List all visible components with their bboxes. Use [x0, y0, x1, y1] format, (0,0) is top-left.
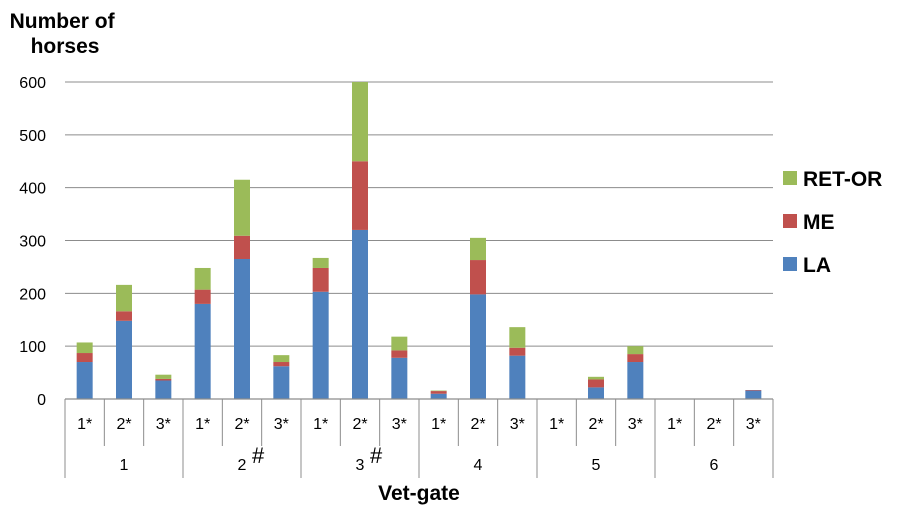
bar-me [745, 390, 762, 391]
bar-me [116, 311, 132, 321]
bar-ret-or [352, 82, 368, 162]
bar-la [155, 380, 172, 399]
bar-la [116, 320, 132, 399]
bar-me [430, 391, 447, 394]
bar-ret-or [312, 257, 329, 268]
legend-swatch [783, 214, 797, 228]
bar-ret-or [391, 336, 408, 351]
x-category-label: 2* [588, 416, 603, 433]
bar-me [194, 289, 211, 304]
x-category-label: 3* [628, 416, 643, 433]
bar-ret-or [430, 390, 447, 392]
bar-la [76, 362, 93, 399]
x-category-label: 1* [195, 416, 210, 433]
bar-ret-or [194, 267, 211, 290]
bar-me [234, 235, 250, 259]
bars [76, 82, 762, 399]
bar-la [234, 258, 250, 399]
legend-label: RET-OR [803, 168, 882, 191]
bar-la [273, 366, 290, 399]
x-group-label: 4 [474, 457, 483, 474]
x-category-label: 2* [116, 416, 131, 433]
bar-me [588, 379, 604, 388]
bar-me [312, 267, 329, 292]
x-category-label: 1* [549, 416, 564, 433]
y-axis-title-line-2: horses [31, 35, 100, 58]
bar-la [194, 303, 211, 399]
gridlines: 0 100 200 300 400 500 600 [19, 75, 773, 409]
bar-ret-or [509, 327, 526, 348]
legend-label: LA [803, 254, 831, 277]
x-group-label: 6 [710, 457, 719, 474]
bar-la [745, 390, 762, 399]
bar-me [273, 362, 290, 367]
bar-ret-or [76, 342, 93, 354]
x-group-label: 1 [120, 457, 129, 474]
bar-la [391, 357, 408, 399]
bar-la [312, 291, 329, 399]
y-tick-label: 200 [19, 286, 46, 303]
bar-la [470, 294, 486, 399]
y-axis-title: Number of horses [10, 10, 121, 58]
bar-me [76, 353, 93, 363]
bar-me [391, 350, 408, 358]
x-category-label: 2* [234, 416, 249, 433]
bar-ret-or [116, 284, 132, 312]
axes: 1* 2* 3* 1* 2* 3* 1* 2* 3* 1* 2* 3* 1* 2* 3* 1* 2* 3* 1 2 #3… [64, 398, 774, 478]
bar-me [627, 354, 644, 363]
x-category-label: 3* [156, 416, 171, 433]
x-category-label: 1* [313, 416, 328, 433]
bar-ret-or [234, 179, 250, 236]
legend-swatch [783, 257, 797, 271]
group-annotation-mark: # [252, 443, 265, 468]
x-category-label: 1* [431, 416, 446, 433]
x-group-label: 3 [356, 457, 365, 474]
group-annotation-mark: # [370, 443, 383, 468]
x-group-label: 5 [592, 457, 601, 474]
y-tick-label: 600 [19, 75, 46, 92]
bar-la [352, 229, 368, 399]
x-category-label: 3* [746, 416, 761, 433]
legend-swatch [783, 171, 797, 185]
y-tick-label: 400 [19, 181, 46, 198]
x-category-label: 1* [77, 416, 92, 433]
x-category-label: 1* [667, 416, 682, 433]
y-axis-title-line-1: Number of [10, 10, 116, 33]
x-group-label: 2 [238, 457, 247, 474]
x-axis-title: Vet-gate [378, 482, 460, 505]
y-tick-label: 500 [19, 128, 46, 145]
bar-la [509, 355, 526, 399]
y-tick-label: 300 [19, 234, 46, 251]
bar-ret-or [470, 237, 486, 261]
y-tick-label: 100 [19, 339, 46, 356]
bar-la [627, 362, 644, 399]
legend: RET-OR ME LA [783, 168, 882, 277]
x-category-label: 2* [470, 416, 485, 433]
y-tick-label: 0 [37, 392, 46, 409]
bar-ret-or [588, 376, 604, 380]
bar-me [155, 378, 172, 381]
x-category-label: 3* [392, 416, 407, 433]
bar-ret-or [627, 346, 644, 355]
x-category-label: 2* [352, 416, 367, 433]
x-category-label: 2* [706, 416, 721, 433]
bar-ret-or [155, 374, 172, 379]
bar-la [430, 393, 447, 399]
bar-ret-or [273, 355, 290, 363]
bar-me [509, 347, 526, 356]
bar-me [352, 161, 368, 230]
x-category-label: 3* [510, 416, 525, 433]
x-category-label: 3* [274, 416, 289, 433]
bar-me [470, 260, 486, 295]
bar-la [588, 387, 604, 399]
legend-label: ME [803, 211, 835, 234]
